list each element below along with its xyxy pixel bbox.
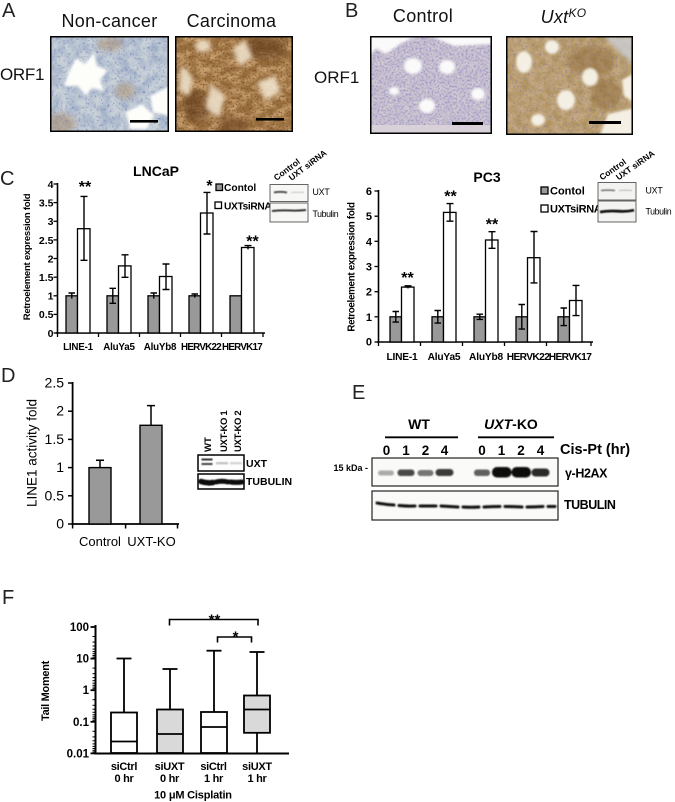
svg-text:0: 0 — [383, 443, 391, 458]
svg-text:2: 2 — [366, 287, 372, 299]
svg-text:0.1: 0.1 — [73, 717, 90, 729]
svg-text:1: 1 — [366, 312, 372, 324]
svg-text:3: 3 — [366, 262, 372, 274]
svg-text:4: 4 — [48, 179, 54, 191]
svg-text:**: ** — [444, 189, 457, 206]
svg-text:UXTsiRNA: UXTsiRNA — [224, 202, 272, 213]
svg-text:siUXT: siUXT — [242, 761, 272, 773]
svg-text:1: 1 — [48, 291, 54, 303]
svg-text:2: 2 — [422, 443, 430, 458]
svg-text:siCtrl: siCtrl — [200, 761, 227, 773]
svg-text:1: 1 — [56, 459, 64, 475]
svg-text:4: 4 — [537, 443, 545, 458]
svg-text:6: 6 — [366, 186, 372, 198]
svg-text:1.5: 1.5 — [45, 431, 65, 447]
svg-text:HERVK22: HERVK22 — [507, 352, 551, 363]
svg-text:Contol: Contol — [550, 186, 585, 198]
svg-text:Contol: Contol — [224, 183, 256, 194]
svg-text:**: ** — [401, 270, 414, 287]
svg-text:LINE1 activity fold: LINE1 activity fold — [25, 399, 40, 507]
svg-text:1: 1 — [83, 685, 90, 697]
svg-text:0: 0 — [478, 443, 486, 458]
svg-text:**: ** — [486, 217, 499, 234]
svg-text:Tubulin: Tubulin — [646, 207, 672, 217]
svg-text:UXTsiRNA: UXTsiRNA — [550, 204, 602, 216]
svg-text:LINE-1: LINE-1 — [63, 342, 94, 353]
svg-text:Cis-Pt (hr): Cis-Pt (hr) — [560, 442, 630, 458]
svg-text:0 hr: 0 hr — [160, 773, 180, 785]
svg-text:5: 5 — [366, 211, 372, 223]
svg-text:1: 1 — [402, 443, 410, 458]
svg-text:4: 4 — [441, 443, 449, 458]
svg-text:0: 0 — [56, 516, 64, 532]
svg-text:WT: WT — [203, 437, 214, 452]
svg-text:HERVK22: HERVK22 — [181, 342, 222, 353]
svg-text:UXT-KO 1: UXT-KO 1 — [219, 410, 230, 452]
svg-text:3.5: 3.5 — [39, 198, 54, 210]
svg-text:LNCaP: LNCaP — [133, 163, 179, 179]
svg-text:AluYb8: AluYb8 — [144, 342, 177, 353]
svg-text:UXT: UXT — [313, 187, 331, 197]
svg-text:TUBULIN: TUBULIN — [246, 476, 292, 488]
svg-text:2.5: 2.5 — [45, 375, 65, 391]
svg-text:10 μM Cisplatin: 10 μM Cisplatin — [154, 790, 232, 802]
svg-text:AluYa5: AluYa5 — [428, 352, 461, 363]
svg-text:AluYb8: AluYb8 — [469, 352, 503, 363]
svg-text:100: 100 — [70, 622, 89, 634]
svg-text:*: * — [233, 629, 239, 646]
svg-text:0: 0 — [48, 328, 54, 340]
svg-text:Tubulin: Tubulin — [313, 209, 339, 219]
svg-text:Control: Control — [79, 534, 121, 549]
svg-text:1 hr: 1 hr — [204, 773, 224, 785]
svg-text:2: 2 — [56, 403, 64, 419]
svg-text:*: * — [206, 178, 213, 195]
svg-text:TUBULIN: TUBULIN — [564, 498, 616, 512]
svg-text:**: ** — [79, 179, 92, 196]
svg-text:1.5: 1.5 — [39, 272, 54, 284]
svg-text:PC3: PC3 — [473, 169, 500, 185]
svg-text:WT: WT — [408, 416, 430, 432]
svg-text:0.01: 0.01 — [67, 748, 90, 760]
svg-text:LINE-1: LINE-1 — [386, 352, 418, 363]
svg-text:4: 4 — [366, 236, 373, 248]
svg-text:siCtrl: siCtrl — [111, 761, 138, 773]
svg-text:2: 2 — [517, 443, 525, 458]
svg-text:0: 0 — [366, 337, 372, 349]
svg-text:AluYa5: AluYa5 — [103, 342, 135, 353]
svg-text:UXT-KO: UXT-KO — [484, 416, 538, 432]
svg-text:γ-H2AX: γ-H2AX — [565, 467, 608, 481]
svg-text:0 hr: 0 hr — [115, 773, 135, 785]
svg-text:**: ** — [209, 612, 221, 629]
svg-text:15 kDa -: 15 kDa - — [333, 463, 368, 473]
svg-text:3: 3 — [48, 216, 54, 228]
svg-text:UXT: UXT — [246, 458, 268, 470]
svg-text:2.5: 2.5 — [39, 235, 54, 247]
svg-text:Tail Moment: Tail Moment — [40, 660, 52, 721]
svg-text:1: 1 — [498, 443, 506, 458]
svg-text:Retroelement expression fold: Retroelement expression fold — [347, 202, 358, 332]
svg-text:0.5: 0.5 — [39, 309, 54, 321]
svg-text:2: 2 — [48, 253, 54, 265]
svg-text:1 hr: 1 hr — [248, 773, 268, 785]
svg-text:UXT-KO 2: UXT-KO 2 — [233, 411, 244, 452]
svg-text:**: ** — [246, 234, 259, 251]
svg-text:UXT-KO: UXT-KO — [127, 534, 175, 549]
svg-text:Retroelement expression fold: Retroelement expression fold — [22, 193, 33, 320]
svg-text:HERVK17: HERVK17 — [222, 342, 263, 353]
svg-text:0.5: 0.5 — [45, 487, 65, 503]
svg-text:10: 10 — [76, 654, 89, 666]
svg-text:HERVK17: HERVK17 — [549, 352, 593, 363]
svg-text:UXT: UXT — [646, 186, 664, 196]
svg-text:siUXT: siUXT — [155, 761, 185, 773]
